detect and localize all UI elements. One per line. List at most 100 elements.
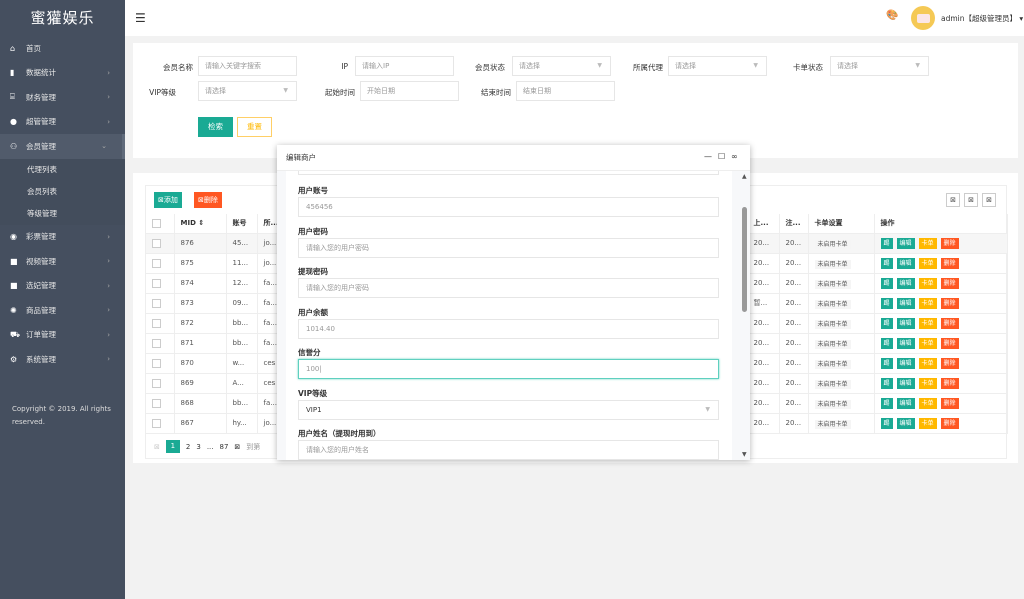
member-name-input[interactable]: 请输入关键字搜索 — [198, 56, 297, 76]
row-checkbox-cell[interactable] — [146, 373, 175, 394]
row-checkbox[interactable] — [152, 378, 161, 388]
row-checkbox[interactable] — [152, 278, 161, 288]
modal-scrollbar[interactable]: ▲ ▼ — [742, 173, 747, 458]
row-checkbox-cell[interactable] — [146, 333, 175, 354]
form-input[interactable]: 请输入您的用户姓名 — [298, 440, 719, 460]
column-header[interactable] — [146, 214, 175, 234]
action-button-2[interactable]: 卡单 — [918, 257, 937, 269]
agent-select[interactable]: 请选择 ▼ — [668, 56, 767, 76]
row-checkbox-cell[interactable] — [146, 233, 175, 254]
action-button-1[interactable]: 编辑 — [896, 237, 915, 249]
page-link[interactable]: 1 — [165, 440, 180, 453]
sidebar-item-5[interactable]: ◉ 彩票管理 › — [0, 225, 125, 250]
avatar[interactable] — [911, 6, 935, 30]
action-button-1[interactable]: 编辑 — [896, 417, 915, 429]
row-checkbox-cell[interactable] — [146, 273, 175, 294]
action-button-1[interactable]: 编辑 — [896, 377, 915, 389]
vip-level-select[interactable]: VIP1 ▼ — [298, 399, 719, 420]
end-date-input[interactable]: 结束日期 — [516, 81, 615, 101]
action-button-0[interactable]: 踢 — [880, 377, 893, 389]
form-input[interactable]: 1014.40 — [298, 318, 719, 339]
sidebar-item-0[interactable]: ⌂ 首页 — [0, 36, 125, 61]
user-menu[interactable]: admin【超级管理员】 ▾ — [941, 14, 1024, 23]
action-button-0[interactable]: 踢 — [880, 237, 893, 249]
delete-button[interactable]: ⊠删除 — [194, 192, 222, 208]
action-button-1[interactable]: 编辑 — [896, 317, 915, 329]
action-button-0[interactable]: 踢 — [880, 277, 893, 289]
prev-page-icon[interactable]: ⊠ — [154, 442, 160, 451]
row-checkbox[interactable] — [152, 318, 161, 328]
form-input[interactable]: 请输入您的用户密码 — [298, 278, 719, 298]
sidebar-item-1[interactable]: ▮ 数据统计 › — [0, 61, 125, 86]
sidebar-item-3[interactable]: ● 超管管理 › — [0, 110, 125, 135]
page-link[interactable]: 2 — [185, 442, 191, 451]
row-checkbox-cell[interactable] — [146, 353, 175, 374]
action-button-2[interactable]: 卡单 — [918, 277, 937, 289]
row-checkbox[interactable] — [152, 338, 161, 348]
form-input[interactable]: 456456 — [298, 197, 719, 217]
action-button-0[interactable]: 踢 — [880, 317, 893, 329]
reset-button[interactable]: 重置 — [237, 117, 272, 137]
row-checkbox-cell[interactable] — [146, 393, 175, 414]
sidebar-subitem[interactable]: 代理列表 — [0, 158, 125, 181]
action-button-1[interactable]: 编辑 — [896, 337, 915, 349]
action-button-2[interactable]: 卡单 — [918, 337, 937, 349]
action-button-2[interactable]: 卡单 — [918, 397, 937, 409]
row-checkbox-cell[interactable] — [146, 313, 175, 334]
action-button-2[interactable]: 卡单 — [918, 297, 937, 309]
export-icon[interactable]: ⊠ — [964, 193, 978, 207]
menu-toggle-icon[interactable]: ☰ — [135, 11, 146, 25]
sidebar-item-6[interactable]: ■ 视频管理 › — [0, 249, 125, 274]
start-date-input[interactable]: 开始日期 — [360, 81, 459, 101]
action-button-2[interactable]: 卡单 — [918, 237, 937, 249]
row-checkbox[interactable] — [152, 418, 161, 428]
row-checkbox[interactable] — [152, 358, 161, 368]
sidebar-item-10[interactable]: ⚙ 系统管理 › — [0, 347, 125, 372]
action-button-3[interactable]: 删除 — [940, 357, 959, 369]
close-icon[interactable]: ∞ — [731, 152, 738, 161]
column-header[interactable]: MID ⇕ — [174, 214, 227, 234]
action-button-0[interactable]: 踢 — [880, 257, 893, 269]
maximize-icon[interactable]: ☐ — [718, 152, 726, 161]
sidebar-item-7[interactable]: ■ 选妃管理 › — [0, 274, 125, 299]
select-all-checkbox[interactable] — [152, 218, 161, 228]
ip-input[interactable]: 请输入IP — [355, 56, 454, 76]
row-checkbox[interactable] — [152, 258, 161, 268]
action-button-3[interactable]: 删除 — [940, 337, 959, 349]
page-link[interactable]: 3 — [196, 442, 201, 451]
action-button-2[interactable]: 卡单 — [918, 417, 937, 429]
action-button-3[interactable]: 删除 — [940, 417, 959, 429]
sidebar-item-9[interactable]: ⛟ 订单管理 › — [0, 323, 125, 348]
minimize-icon[interactable]: — — [704, 152, 712, 161]
sidebar-subitem[interactable]: 会员列表 — [0, 180, 125, 203]
action-button-3[interactable]: 删除 — [940, 277, 959, 289]
action-button-0[interactable]: 踢 — [880, 417, 893, 429]
print-icon[interactable]: ⊠ — [982, 193, 996, 207]
action-button-0[interactable]: 踢 — [880, 297, 893, 309]
add-button[interactable]: ⊠添加 — [154, 192, 182, 208]
page-link[interactable]: 87 — [219, 442, 229, 451]
vip-select[interactable]: 请选择 ▼ — [198, 81, 297, 101]
action-button-1[interactable]: 编辑 — [896, 257, 915, 269]
sidebar-item-4[interactable]: ⚇ 会员管理 ⌄ — [0, 134, 125, 159]
row-checkbox-cell[interactable] — [146, 253, 175, 274]
scrollbar-thumb[interactable] — [742, 207, 747, 312]
row-checkbox[interactable] — [152, 298, 161, 308]
action-button-3[interactable]: 删除 — [940, 257, 959, 269]
sidebar-item-8[interactable]: ✺ 商品管理 › — [0, 298, 125, 323]
form-input-prev[interactable] — [298, 171, 719, 175]
action-button-1[interactable]: 编辑 — [896, 277, 915, 289]
member-status-select[interactable]: 请选择 ▼ — [512, 56, 611, 76]
action-button-1[interactable]: 编辑 — [896, 357, 915, 369]
palette-icon[interactable]: 🎨 — [886, 10, 899, 21]
action-button-0[interactable]: 踢 — [880, 397, 893, 409]
action-button-1[interactable]: 编辑 — [896, 397, 915, 409]
action-button-3[interactable]: 删除 — [940, 237, 959, 249]
action-button-2[interactable]: 卡单 — [918, 317, 937, 329]
row-checkbox-cell[interactable] — [146, 413, 175, 434]
columns-icon[interactable]: ⊠ — [946, 193, 960, 207]
action-button-2[interactable]: 卡单 — [918, 377, 937, 389]
form-input[interactable]: 100| — [298, 359, 719, 379]
sidebar-subitem[interactable]: 等级管理 — [0, 202, 125, 225]
action-button-3[interactable]: 删除 — [940, 397, 959, 409]
